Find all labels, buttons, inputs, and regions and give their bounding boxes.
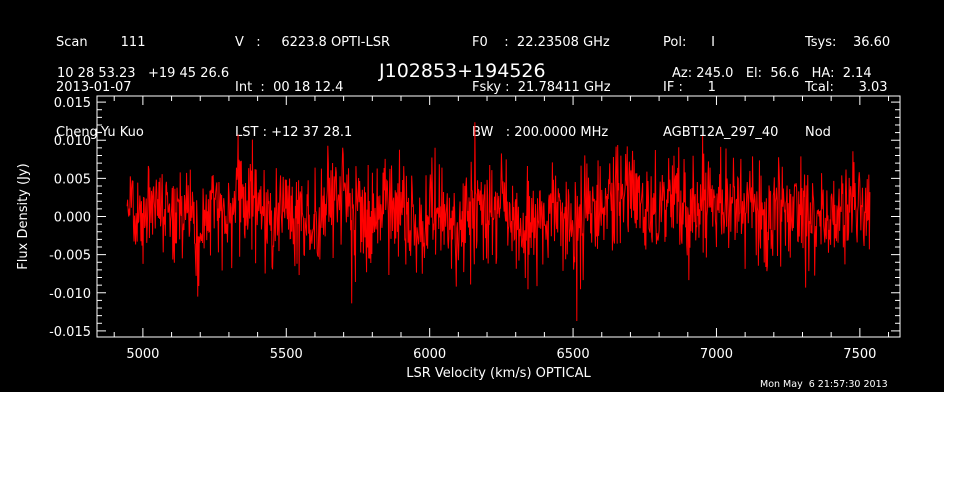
header-fsky: Fsky : 21.78411 GHz xyxy=(472,80,611,95)
header-mode: Nod xyxy=(805,125,831,140)
spectrum-trace-layer xyxy=(126,122,871,322)
y-tick-label: 0.005 xyxy=(54,172,91,187)
header-date: 2013-01-07 xyxy=(56,80,132,95)
y-tick-label: 0.000 xyxy=(54,211,91,226)
header-pol: Pol: I xyxy=(663,35,715,50)
plot-window: Scan 111 2013-01-07 Cheng-Yu Kuo V : 622… xyxy=(0,0,944,392)
y-tick-label: -0.015 xyxy=(49,325,91,340)
x-tick-label: 5000 xyxy=(126,347,159,362)
header-col-velocity: V : 6223.8 OPTI-LSR Int : 00 18 12.4 LST… xyxy=(235,5,390,170)
x-tick-label: 5500 xyxy=(270,347,303,362)
header-bw: BW : 200.0000 MHz xyxy=(472,125,609,140)
source-coordinates: 10 28 53.23 +19 45 26.6 xyxy=(57,66,230,81)
timestamp: Mon May 6 21:57:30 2013 xyxy=(760,379,888,390)
header-project: AGBT12A_297_40 xyxy=(663,125,779,140)
header-col-frequency: F0 : 22.23508 GHz Fsky : 21.78411 GHz BW… xyxy=(472,5,611,170)
header-integration: Int : 00 18 12.4 xyxy=(235,80,344,95)
header-velocity: V : 6223.8 OPTI-LSR xyxy=(235,35,391,50)
az-el-ha: Az: 245.0 El: 56.6 HA: 2.14 xyxy=(672,66,872,81)
x-tick-label: 7500 xyxy=(843,347,876,362)
header-col-scan: Scan 111 2013-01-07 Cheng-Yu Kuo xyxy=(56,5,145,170)
x-tick-label: 6000 xyxy=(413,347,446,362)
x-tick-label: 7000 xyxy=(700,347,733,362)
header-col-pol: Pol: I IF : 1 AGBT12A_297_40 xyxy=(663,5,778,170)
header-tcal: Tcal: 3.03 xyxy=(805,80,888,95)
header-scan: Scan 111 xyxy=(56,35,146,50)
spectrum-trace xyxy=(126,122,871,322)
header-if: IF : 1 xyxy=(663,80,716,95)
spectrum-chart: 5000 5500 6000 6500 7000 7500 -0.015 -0.010 -0.0… xyxy=(16,95,901,381)
x-tick-label: 6500 xyxy=(557,347,590,362)
y-tick-label: -0.005 xyxy=(49,249,91,264)
y-tick-label: -0.010 xyxy=(49,287,91,302)
y-tick-label: 0.015 xyxy=(54,96,91,111)
header-col-tsys: Tsys: 36.60 Tcal: 3.03 Nod xyxy=(805,5,890,170)
header-f0: F0 : 22.23508 GHz xyxy=(472,35,610,50)
chart-title: J102853+194526 xyxy=(379,60,546,82)
y-tick-label: 0.010 xyxy=(54,134,91,149)
axes-layer: 5000 5500 6000 6500 7000 7500 -0.015 -0.010 -0.0… xyxy=(49,96,900,362)
header-observer: Cheng-Yu Kuo xyxy=(56,125,144,140)
x-axis-label: LSR Velocity (km/s) OPTICAL xyxy=(406,366,591,381)
header-tsys: Tsys: 36.60 xyxy=(805,35,891,50)
header-lst: LST : +12 37 28.1 xyxy=(235,125,353,140)
y-axis-label: Flux Density (Jy) xyxy=(16,163,31,269)
